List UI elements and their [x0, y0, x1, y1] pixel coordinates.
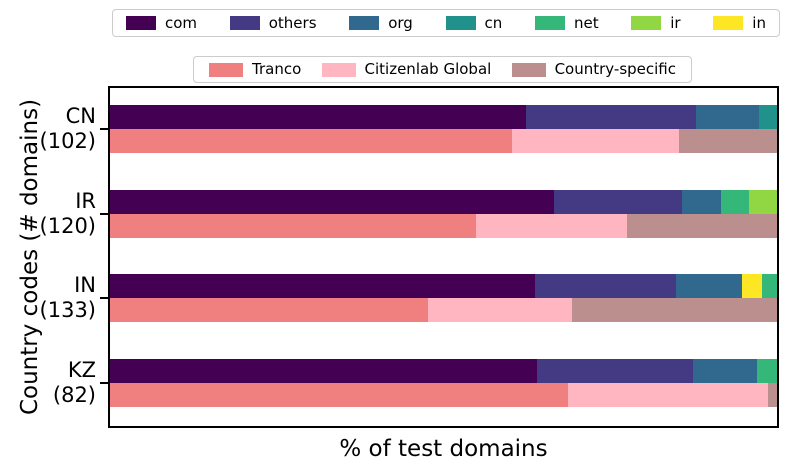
- bar-segment-net: [720, 190, 749, 214]
- legend-label: com: [165, 13, 198, 32]
- source-bar: [110, 214, 777, 238]
- bar-segment-others: [536, 359, 693, 383]
- ytick-domain-count: (102): [39, 129, 96, 153]
- tld-bar: [110, 105, 777, 129]
- legend-swatch: [534, 16, 565, 30]
- legend-label: org: [388, 13, 413, 32]
- bar-segment-country-specific: [571, 298, 777, 322]
- ytick-domain-count: (120): [39, 214, 96, 238]
- bar-segment-ir: [748, 190, 777, 214]
- bar-segment-in: [741, 274, 763, 298]
- bar-segment-country-specific: [678, 129, 777, 153]
- tld-bar: [110, 274, 777, 298]
- legend-label: in: [752, 13, 766, 32]
- plot-area: [108, 86, 779, 428]
- bar-segment-tranco: [110, 129, 512, 153]
- bar-segment-others: [554, 190, 683, 214]
- source-legend: Tranco Citizenlab Global Country-specific: [193, 56, 692, 83]
- bar-segment-citizenlab-global: [475, 214, 627, 238]
- bar-segment-org: [696, 105, 759, 129]
- x-axis-label: % of test domains: [339, 436, 548, 462]
- bar-segment-com: [110, 105, 526, 129]
- legend-label: Country-specific: [554, 60, 676, 78]
- ytick-country-code: IN: [74, 273, 96, 297]
- legend-swatch: [229, 16, 260, 30]
- tld-legend-item-net: net: [534, 13, 599, 32]
- tld-legend-item-others: others: [229, 13, 317, 32]
- legend-swatch: [631, 16, 662, 30]
- bar-segment-com: [110, 190, 555, 214]
- legend-swatch: [349, 16, 380, 30]
- tld-legend-item-cn: cn: [445, 13, 503, 32]
- bar-segment-citizenlab-global: [428, 298, 572, 322]
- ytick-label-kz: KZ (82): [0, 358, 96, 408]
- tld-bar: [110, 190, 777, 214]
- ytick-label-in: IN (133): [0, 273, 96, 323]
- bar-segment-com: [110, 274, 535, 298]
- bar-segment-others: [525, 105, 697, 129]
- bar-group-cn: [110, 105, 777, 153]
- ytick-label-cn: CN (102): [0, 104, 96, 154]
- bar-segment-net: [756, 359, 777, 383]
- bar-segment-country-specific: [626, 214, 777, 238]
- src-legend-item-country-specific: Country-specific: [511, 60, 676, 78]
- bar-segment-org: [676, 274, 742, 298]
- tld-legend-item-org: org: [349, 13, 413, 32]
- bar-segment-citizenlab-global: [568, 383, 768, 407]
- bar-segment-tranco: [110, 383, 569, 407]
- legend-swatch: [445, 16, 476, 30]
- source-bar: [110, 383, 777, 407]
- legend-swatch: [511, 62, 546, 77]
- tld-legend-item-in: in: [713, 13, 766, 32]
- legend-label: ir: [670, 13, 681, 32]
- ytick-domain-count: (133): [39, 298, 96, 322]
- ytick-label-ir: IR (120): [0, 189, 96, 239]
- legend-swatch: [713, 16, 744, 30]
- legend-label: others: [268, 13, 317, 32]
- legend-label: cn: [484, 13, 503, 32]
- tld-legend-item-ir: ir: [631, 13, 681, 32]
- bar-group-kz: [110, 359, 777, 407]
- tld-bar: [110, 359, 777, 383]
- y-axis-tick: [100, 382, 109, 384]
- source-bar: [110, 129, 777, 153]
- legend-label: net: [573, 13, 599, 32]
- ytick-country-code: KZ: [67, 358, 96, 382]
- y-axis-tick: [100, 213, 109, 215]
- bar-segment-com: [110, 359, 537, 383]
- y-axis-tick: [100, 128, 109, 130]
- bar-segment-citizenlab-global: [511, 129, 679, 153]
- ytick-domain-count: (82): [52, 383, 96, 407]
- y-axis-tick: [100, 297, 109, 299]
- bar-segment-tranco: [110, 214, 476, 238]
- tld-legend-item-com: com: [126, 13, 198, 32]
- legend-label: Tranco: [252, 60, 302, 78]
- bar-segment-org: [682, 190, 721, 214]
- ytick-country-code: CN: [65, 104, 96, 128]
- bar-group-in: [110, 274, 777, 322]
- bar-segment-others: [534, 274, 677, 298]
- src-legend-item-citizenlab-global: Citizenlab Global: [321, 60, 492, 78]
- bar-segment-net: [762, 274, 777, 298]
- tld-legend: com others org cn net ir in: [112, 9, 780, 37]
- bar-segment-cn: [758, 105, 777, 129]
- bar-segment-tranco: [110, 298, 429, 322]
- legend-swatch: [209, 62, 243, 77]
- legend-label: Citizenlab Global: [364, 60, 492, 78]
- ytick-country-code: IR: [75, 189, 96, 213]
- legend-swatch: [126, 16, 156, 30]
- src-legend-item-tranco: Tranco: [209, 62, 301, 77]
- legend-swatch: [321, 62, 356, 77]
- bar-group-ir: [110, 190, 777, 238]
- source-bar: [110, 298, 777, 322]
- bar-segment-org: [692, 359, 757, 383]
- bar-segment-country-specific: [767, 383, 777, 407]
